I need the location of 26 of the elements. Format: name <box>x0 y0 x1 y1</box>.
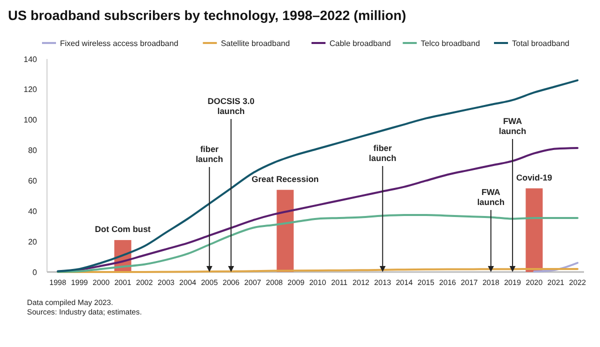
annotation: fiber launch <box>196 144 224 164</box>
y-tick-label: 60 <box>28 176 38 186</box>
annotation: Dot Com bust <box>94 224 151 234</box>
bar <box>276 190 294 272</box>
y-tick-label: 0 <box>32 268 38 277</box>
y-tick-label: 80 <box>28 146 38 156</box>
annotation: DOCSIS 3.0 launch <box>208 96 255 116</box>
legend-label: Telco broadband <box>420 39 480 48</box>
legend-label: Fixed wireless access broadband <box>60 39 178 48</box>
y-tick-label: 140 <box>24 54 38 64</box>
legend-label: Cable broadband <box>330 39 391 48</box>
annotation: Great Recession <box>252 174 319 184</box>
annotation: FWA launch <box>477 187 505 207</box>
legend-label: Satellite broadband <box>220 39 290 48</box>
legend-label: Total broadband <box>512 39 570 48</box>
y-tick-label: 40 <box>28 206 38 216</box>
y-tick-label: 20 <box>28 237 38 246</box>
line-series <box>56 79 579 272</box>
annotation: Covid-19 <box>516 172 552 182</box>
y-tick-label: 100 <box>24 116 38 125</box>
annotation: fiber launch <box>368 143 396 163</box>
annotation: FWA launch <box>498 116 526 136</box>
y-tick-label: 120 <box>24 85 38 94</box>
chart-title: US broadband subscribers by technology, 1998–2022 (million) <box>8 8 406 23</box>
bar <box>526 188 543 272</box>
line-series <box>56 214 579 273</box>
